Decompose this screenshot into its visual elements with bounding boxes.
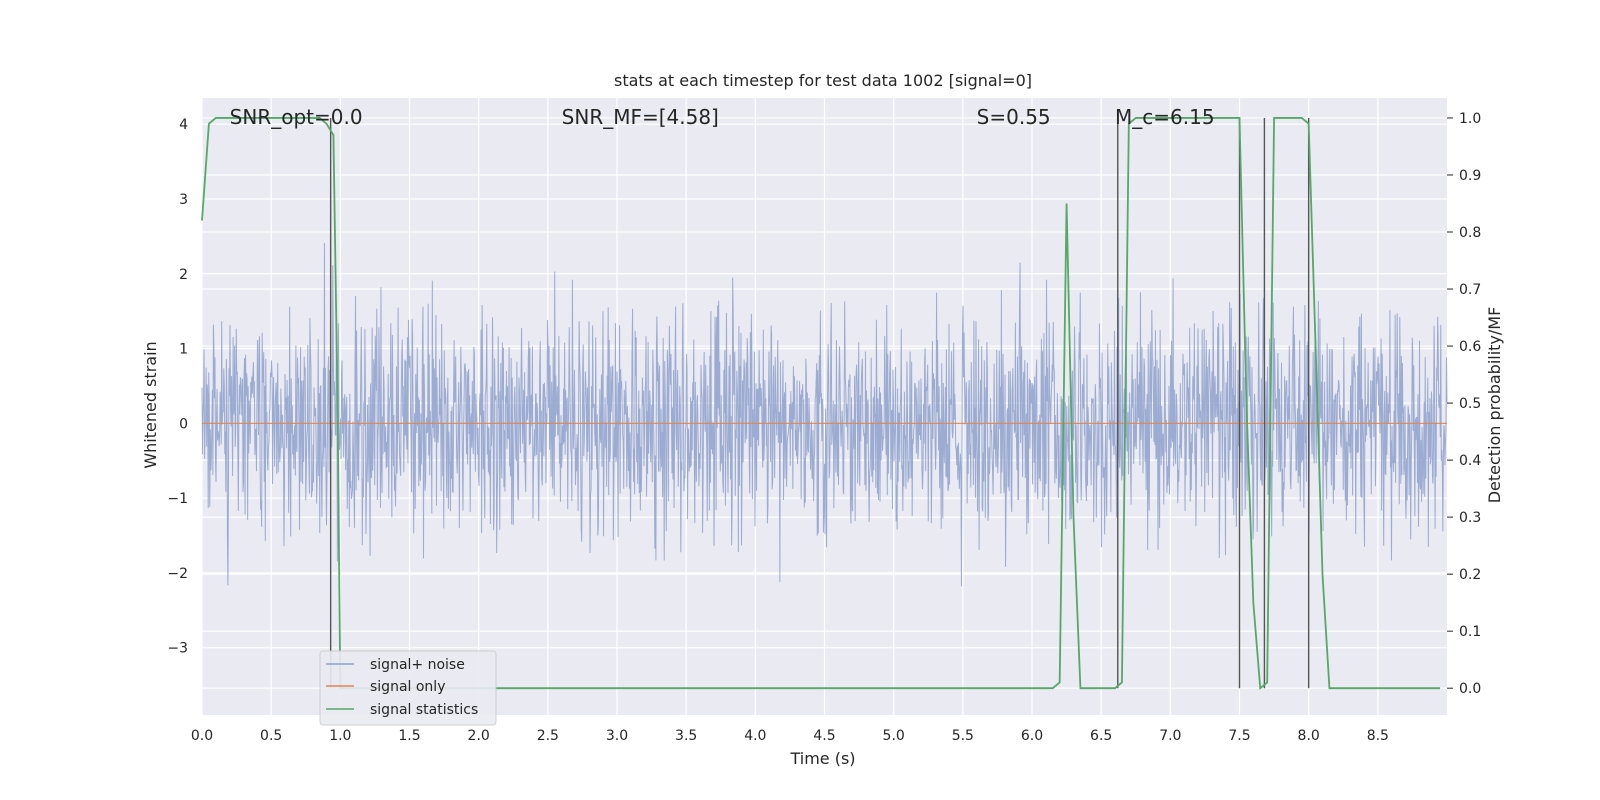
x-tick-label: 2.5 bbox=[537, 728, 559, 744]
x-tick-label: 2.0 bbox=[468, 728, 490, 744]
signal-statistics-line bbox=[201, 117, 1441, 690]
y-axis-label: Whitened strain bbox=[141, 341, 160, 468]
y-tick-label: 2 bbox=[179, 267, 188, 283]
y-axis-ticks: 4 3 2 1 0 −1 −2 −3 bbox=[167, 117, 188, 657]
annotation-text: SNR_opt=0.0 bbox=[230, 105, 363, 129]
annotation-text: M_c=6.15 bbox=[1115, 105, 1215, 129]
y-right-tick-label: 0.8 bbox=[1459, 225, 1481, 241]
annotations: SNR_opt=0.0 SNR_MF=[4.58] S=0.55 M_c=6.15 bbox=[230, 105, 1215, 129]
x-tick-label: 4.0 bbox=[744, 728, 766, 744]
x-tick-label: 0.0 bbox=[191, 728, 213, 744]
y-right-tick-label: 0.2 bbox=[1459, 567, 1481, 583]
x-axis-label: Time (s) bbox=[789, 749, 855, 768]
y-right-tick-label: 0.4 bbox=[1459, 453, 1481, 469]
legend-label-signal-statistics: signal statistics bbox=[370, 702, 478, 718]
y-right-tick-label: 0.3 bbox=[1459, 510, 1481, 526]
y-tick-label: −2 bbox=[167, 566, 188, 582]
x-tick-label: 7.0 bbox=[1159, 728, 1181, 744]
vertical-marker-lines bbox=[329, 117, 1310, 689]
y-right-tick-label: 0.6 bbox=[1459, 339, 1481, 355]
legend-label-signal-noise: signal+ noise bbox=[370, 657, 465, 673]
annotation-text: S=0.55 bbox=[977, 105, 1051, 129]
x-tick-label: 6.0 bbox=[1021, 728, 1043, 744]
y-right-tick-label: 0.9 bbox=[1459, 168, 1481, 184]
legend-label-signal-only: signal only bbox=[370, 679, 445, 695]
y-tick-label: 1 bbox=[179, 342, 188, 358]
annotation-text: SNR_MF=[4.58] bbox=[562, 105, 719, 129]
y-tick-label: −1 bbox=[167, 491, 188, 507]
x-tick-label: 1.5 bbox=[398, 728, 420, 744]
chart-title: stats at each timestep for test data 100… bbox=[614, 71, 1032, 90]
signal-statistics-series bbox=[201, 117, 1441, 690]
y-right-tick-label: 0.1 bbox=[1459, 624, 1481, 640]
y-tick-label: 3 bbox=[179, 192, 188, 208]
x-tick-label: 3.0 bbox=[606, 728, 628, 744]
x-axis-ticks: 0.0 0.5 1.0 1.5 2.0 2.5 3.0 3.5 4.0 4.5 5.0 5.5 6.0 6… bbox=[191, 728, 1389, 744]
legend-box bbox=[319, 650, 497, 726]
x-tick-label: 5.0 bbox=[883, 728, 905, 744]
legend: signal+ noise signal only signal statist… bbox=[319, 650, 497, 726]
y-right-tick-label: 0.0 bbox=[1459, 681, 1481, 697]
y-right-axis-label: Detection probability/MF bbox=[1485, 307, 1504, 504]
x-tick-label: 3.5 bbox=[675, 728, 697, 744]
x-tick-label: 8.5 bbox=[1367, 728, 1389, 744]
x-tick-label: 7.5 bbox=[1228, 728, 1250, 744]
y-right-axis-ticks: 1.0 0.9 0.8 0.7 0.6 0.5 0.4 0.3 0.2 0.1 0.0 bbox=[1447, 111, 1481, 697]
x-tick-label: 6.5 bbox=[1090, 728, 1112, 744]
x-tick-label: 5.5 bbox=[952, 728, 974, 744]
y-right-tick-label: 0.5 bbox=[1459, 396, 1481, 412]
x-tick-label: 1.0 bbox=[329, 728, 351, 744]
x-tick-label: 8.0 bbox=[1298, 728, 1320, 744]
y-right-tick-label: 1.0 bbox=[1459, 111, 1481, 127]
y-right-tick-label: 0.7 bbox=[1459, 282, 1481, 298]
x-tick-label: 4.5 bbox=[813, 728, 835, 744]
y-tick-label: 0 bbox=[179, 416, 188, 432]
y-tick-label: −3 bbox=[167, 641, 188, 657]
y-tick-label: 4 bbox=[179, 117, 188, 133]
x-tick-label: 0.5 bbox=[260, 728, 282, 744]
